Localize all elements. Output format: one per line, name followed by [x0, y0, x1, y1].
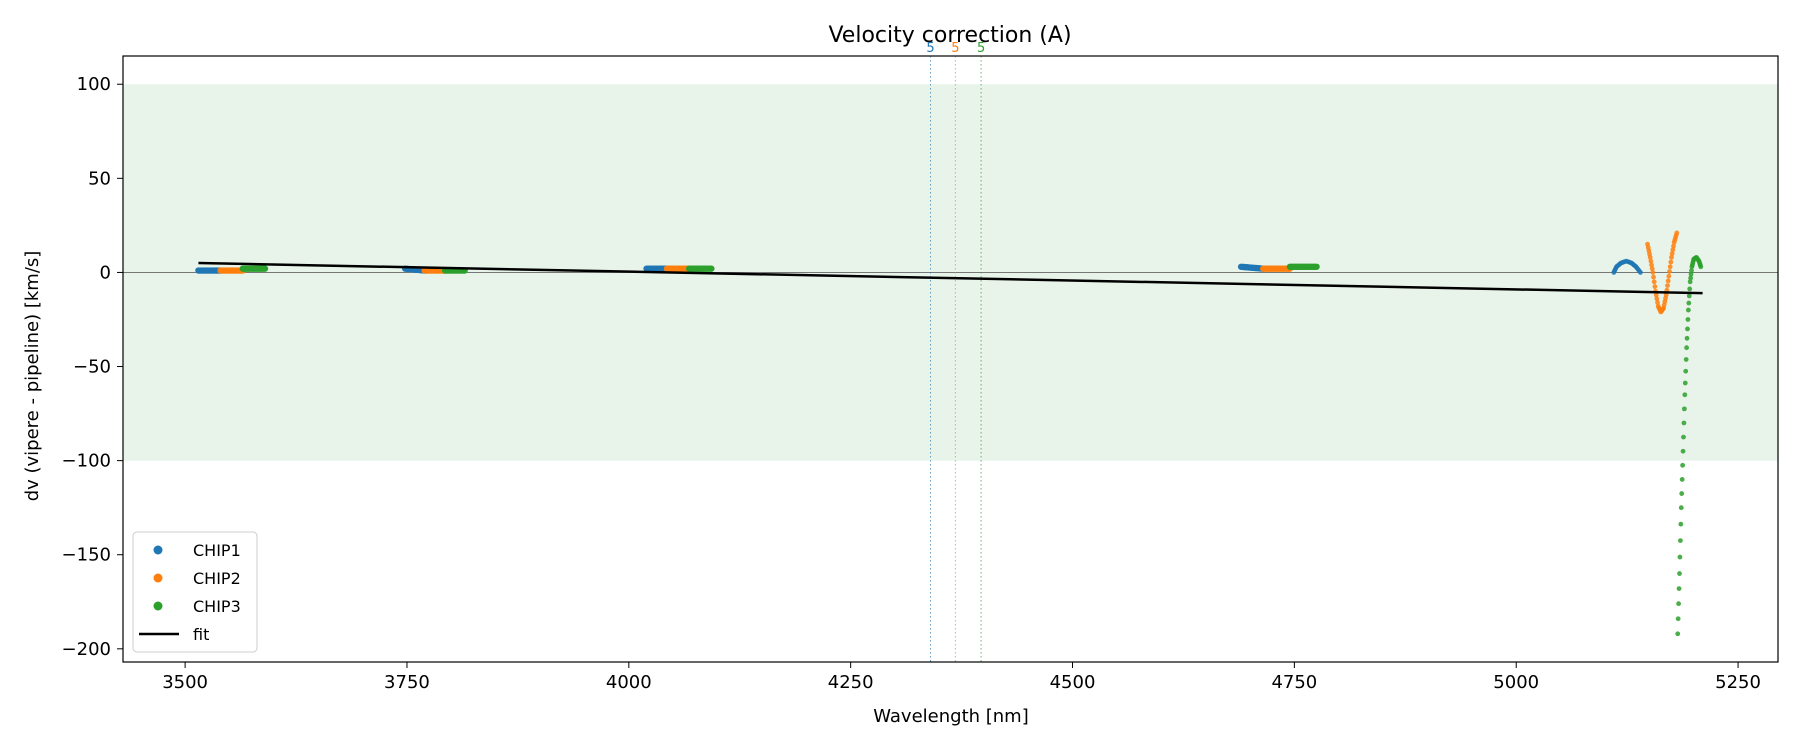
chip2-point [1649, 262, 1654, 268]
chip2-point [1648, 258, 1654, 264]
chip3-point [1676, 586, 1682, 592]
y-tick-label: −150 [62, 545, 111, 566]
chip2-point [1653, 292, 1659, 298]
y-axis-label: dv (vipere - pipeline) [km/s] [22, 251, 43, 502]
chip3-point [1679, 491, 1685, 496]
chip3-point [1679, 477, 1685, 482]
y-tick-label: −200 [62, 639, 111, 660]
chip2-point [1651, 279, 1657, 285]
chip1-point [1638, 270, 1643, 275]
chart-title: Velocity correction (A) [828, 23, 1071, 48]
y-tick-label: 50 [88, 168, 111, 189]
chip3-point [1684, 345, 1689, 351]
chip3-point [1677, 571, 1682, 576]
chip3-point [1681, 420, 1687, 426]
legend-label-chip3: CHIP3 [193, 597, 241, 616]
chip2-point [1666, 273, 1672, 279]
x-tick-label: 3750 [384, 672, 430, 693]
x-tick-label: 4250 [828, 672, 874, 693]
x-tick-label: 5000 [1493, 672, 1539, 693]
chip3-point [1681, 434, 1686, 440]
plot-frame [122, 55, 1779, 663]
chip3-point [1678, 521, 1684, 527]
chip3-point [1688, 275, 1693, 281]
plot-area: 5 5 5 [123, 41, 1778, 662]
legend-marker-chip2 [153, 573, 163, 583]
x-axis-label: Wavelength [nm] [873, 706, 1029, 727]
y-tick-label: −50 [73, 357, 111, 378]
chip2-point [1665, 283, 1670, 289]
chip3-point [1682, 380, 1688, 386]
chip2-point [1669, 251, 1675, 257]
chip2-point [1650, 270, 1656, 275]
chip2-point [1674, 230, 1680, 236]
chip3-point [1313, 263, 1320, 270]
chip2-point [1649, 266, 1655, 272]
chip2-point [1668, 259, 1674, 265]
chip3-point [1677, 554, 1683, 560]
chip3-point [1678, 505, 1684, 511]
chip3-point [1683, 368, 1689, 374]
chip2-point [1669, 254, 1674, 260]
chip3-point [1684, 335, 1690, 341]
y-tick-label: 0 [100, 262, 111, 283]
marker-label-2: 5 [951, 41, 959, 56]
legend-box [132, 531, 258, 653]
chip3-point [1682, 392, 1688, 398]
chip2-point [1647, 254, 1653, 260]
chip3-point [708, 265, 715, 272]
chip3-point [1686, 293, 1692, 299]
x-tick-label: 3500 [162, 672, 208, 693]
legend-marker-chip1 [153, 545, 163, 555]
chip3-point [1677, 538, 1683, 544]
axes: 3500 3750 4000 4250 4500 4750 5000 5250 100 50 0 −5… [62, 55, 1779, 693]
chip2-point [1665, 278, 1671, 284]
chip3-point [1687, 279, 1693, 285]
fit-line [198, 261, 1703, 295]
chip3-point [1680, 462, 1686, 468]
y-tick-label: 100 [77, 74, 111, 95]
chip3-point [1680, 448, 1686, 454]
chip2-point [1654, 296, 1660, 302]
y-tick-label: −100 [62, 451, 111, 472]
chip3-point [1676, 601, 1682, 607]
chip3-point [261, 265, 269, 272]
chip3-point [1685, 317, 1691, 322]
chip3-point [1698, 264, 1704, 270]
chip3-point [1687, 286, 1693, 292]
chip3-point [1688, 271, 1694, 277]
legend: CHIP1 CHIP2 CHIP3 fit [132, 531, 258, 653]
marker-label-1: 5 [926, 41, 934, 56]
legend-label-chip1: CHIP1 [193, 541, 241, 560]
chip2-point [1670, 247, 1676, 253]
chip2-point [1652, 284, 1658, 289]
x-tick-label: 5250 [1715, 672, 1761, 693]
chip2-point [1655, 300, 1660, 305]
x-tick-label: 4000 [606, 672, 652, 693]
chip2-point [1663, 292, 1669, 298]
legend-label-fit: fit [193, 625, 209, 644]
chip2-point [1667, 269, 1672, 274]
chip3-point [1685, 326, 1690, 332]
chip2-point [1667, 264, 1673, 270]
x-tick-label: 4500 [1050, 672, 1096, 693]
marker-label-3: 5 [977, 41, 985, 56]
x-tick-label: 4750 [1271, 672, 1317, 693]
chip2-point [1671, 243, 1676, 249]
chip3-point [1683, 357, 1689, 362]
legend-label-chip2: CHIP2 [193, 569, 241, 588]
chip3-point [1685, 307, 1691, 313]
chip3-point [1686, 300, 1692, 306]
chip3-point [1675, 631, 1681, 637]
legend-marker-chip3 [153, 601, 163, 611]
chip3-point [1675, 616, 1681, 622]
chip2-point [1651, 274, 1656, 280]
chip3-point [1681, 406, 1687, 412]
chip3-point [1689, 268, 1694, 273]
